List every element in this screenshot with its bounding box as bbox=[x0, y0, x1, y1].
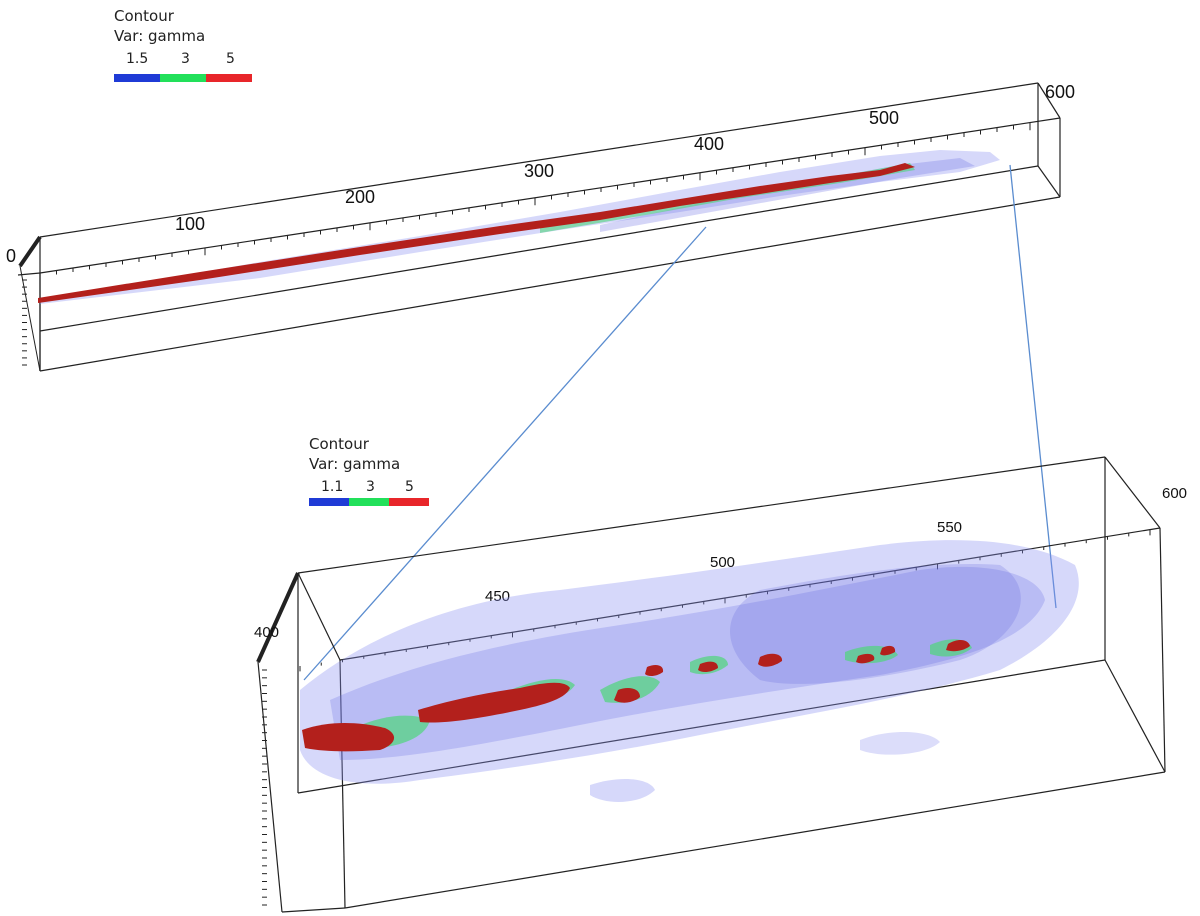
top-legend-tick-high: 5 bbox=[226, 51, 235, 67]
zoom-legend-tick-mid: 3 bbox=[366, 479, 375, 495]
top-jet-contours bbox=[38, 150, 1000, 304]
zoom-bounding-box bbox=[256, 456, 1166, 913]
top-axis-label-200: 200 bbox=[345, 187, 375, 207]
top-axis-label-500: 500 bbox=[869, 108, 899, 128]
zoom-connector-left bbox=[303, 226, 707, 681]
top-axis-ticks bbox=[22, 123, 1031, 366]
zoom-legend: Contour Var: gamma 1.1 3 5 bbox=[309, 435, 429, 506]
zoom-axis-label-450: 450 bbox=[485, 588, 510, 605]
top-axis-label-300: 300 bbox=[524, 161, 554, 181]
zoom-legend-tick-high: 5 bbox=[405, 479, 414, 495]
zoom-axis-ticks bbox=[262, 530, 1151, 906]
zoom-axis-label-550: 550 bbox=[937, 519, 962, 536]
zoom-axis-label-600: 600 bbox=[1162, 485, 1187, 502]
zoom-high-contour bbox=[302, 640, 970, 752]
zoom-axis-label-500: 500 bbox=[710, 554, 735, 571]
zoom-legend-swatch-high bbox=[389, 498, 429, 506]
top-axis-label-100: 100 bbox=[175, 214, 205, 234]
top-legend-var: Var: gamma bbox=[114, 27, 205, 45]
zoom-legend-swatch-mid bbox=[349, 498, 389, 506]
zoom-axis-labels: 400 450 500 550 600 bbox=[254, 485, 1187, 641]
zoom-connectors bbox=[303, 164, 1057, 681]
top-legend-tick-low: 1.5 bbox=[126, 51, 148, 67]
top-legend-swatch-low bbox=[114, 74, 160, 82]
top-legend-title: Contour bbox=[114, 7, 175, 25]
top-legend-swatch-high bbox=[206, 74, 252, 82]
top-legend-swatch-mid bbox=[160, 74, 206, 82]
top-legend: Contour Var: gamma 1.5 3 5 bbox=[114, 7, 252, 82]
top-axis-label-600: 600 bbox=[1045, 82, 1075, 102]
zoom-connector-right bbox=[1009, 164, 1057, 609]
zoom-axis-label-400: 400 bbox=[254, 624, 279, 641]
top-axis-label-400: 400 bbox=[694, 134, 724, 154]
zoom-legend-tick-low: 1.1 bbox=[321, 479, 343, 495]
top-axis-label-0: 0 bbox=[6, 246, 16, 266]
top-jet-high-contour bbox=[38, 163, 915, 303]
top-bounding-box bbox=[17, 82, 1061, 372]
zoom-low-contour bbox=[300, 540, 1079, 802]
zoom-legend-var: Var: gamma bbox=[309, 455, 400, 473]
zoom-legend-swatch-low bbox=[309, 498, 349, 506]
zoom-legend-title: Contour bbox=[309, 435, 370, 453]
top-legend-tick-mid: 3 bbox=[181, 51, 190, 67]
top-axis-labels: 0 100 200 300 400 500 600 bbox=[6, 82, 1075, 266]
